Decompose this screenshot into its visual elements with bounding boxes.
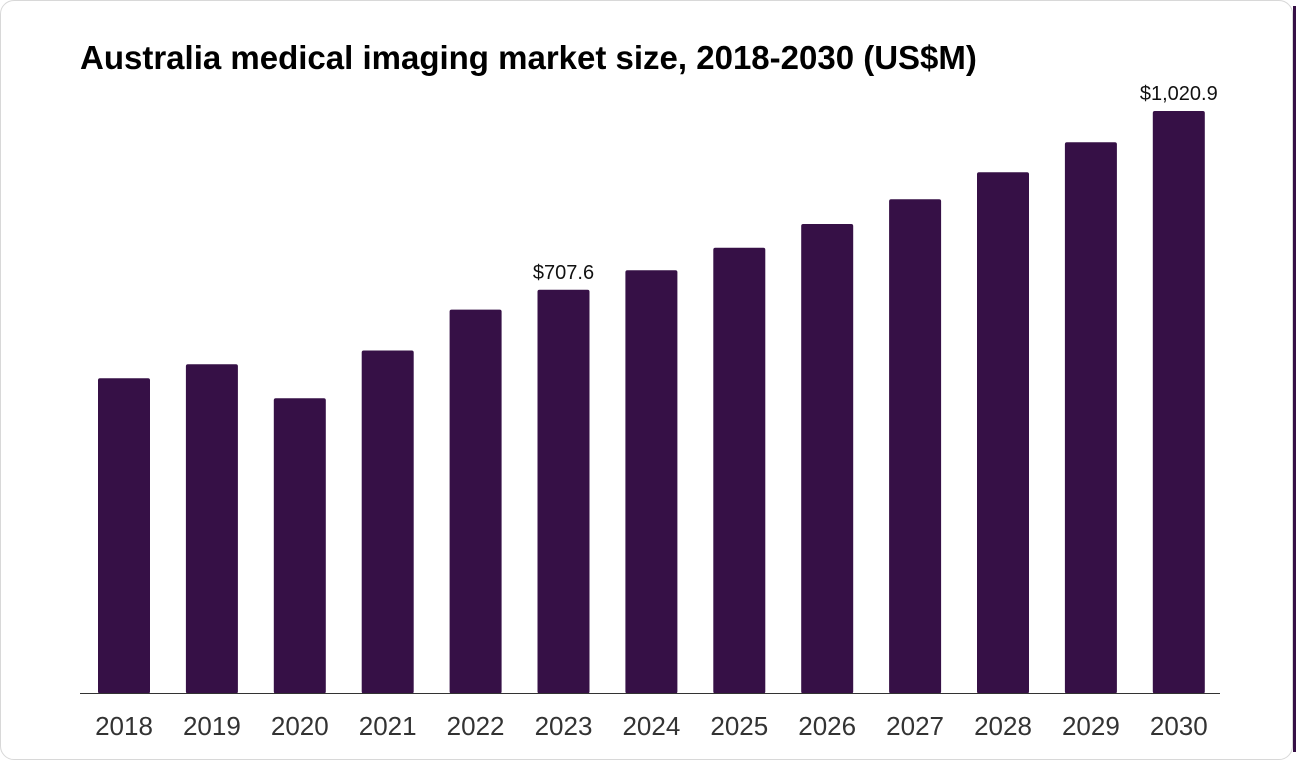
data-label-2030: $1,020.9 [1140,83,1218,105]
x-tick-label-2030: 2030 [1150,711,1208,741]
x-tick-label-2027: 2027 [886,711,944,741]
x-tick-label-2026: 2026 [798,711,856,741]
bar-2028 [977,172,1029,694]
x-tick-label-2023: 2023 [535,711,593,741]
bar-2029 [1064,142,1117,694]
x-tick-label-2022: 2022 [447,711,505,741]
x-tick-label-2018: 2018 [95,711,153,741]
data-labels-group: $707.6 $1,020.9 [533,83,1218,284]
x-tick-label-2029: 2029 [1062,711,1120,741]
chart-title: Australia medical imaging market size, 2… [80,39,977,76]
bar-2026 [801,224,854,694]
card-edge-accent [1293,6,1296,752]
bar-2025 [713,247,766,694]
x-tick-label-2021: 2021 [359,711,417,741]
bar-2023 [537,289,590,694]
bar-2027 [889,199,942,694]
bar-2018 [98,378,150,694]
x-tick-label-2019: 2019 [183,711,241,741]
bar-2022 [449,309,502,694]
x-tick-label-2024: 2024 [622,711,680,741]
bar-2024 [625,270,678,694]
bar-2021 [361,350,414,694]
bar-2019 [185,364,238,694]
x-tick-label-2025: 2025 [710,711,768,741]
x-tick-label-2028: 2028 [974,711,1032,741]
x-tick-label-2020: 2020 [271,711,329,741]
x-tick-labels-group: 2018 2019 2020 2021 2022 2023 2024 2025 2026 2027… [95,711,1208,741]
bar-2020 [273,398,326,694]
bar-2030 [1152,111,1205,694]
data-label-2023: $707.6 [533,262,594,284]
bars-group [98,111,1205,694]
